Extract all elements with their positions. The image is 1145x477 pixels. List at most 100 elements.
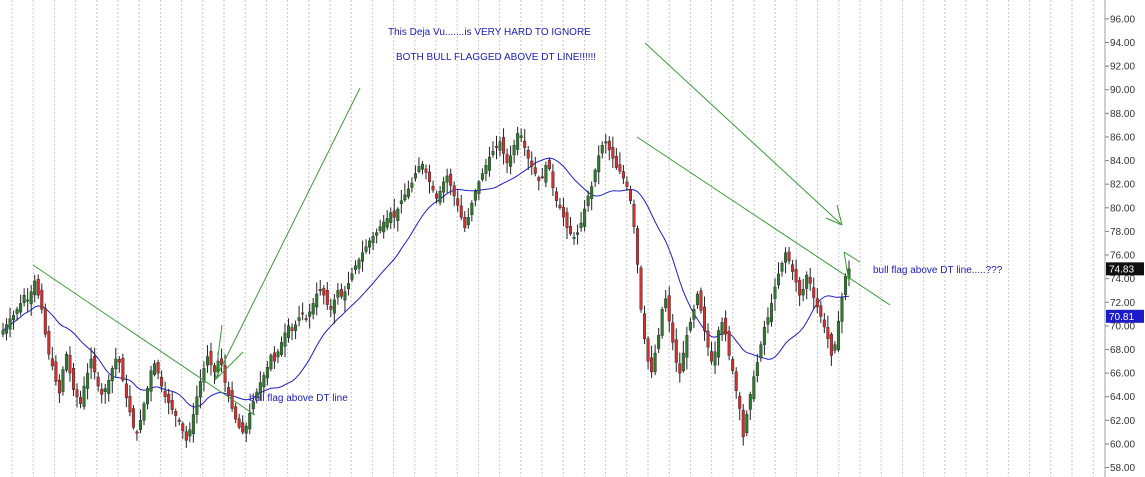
candle [33, 274, 37, 303]
candle-body [177, 419, 181, 422]
candle [561, 197, 565, 227]
candle-body [195, 396, 199, 415]
candle-body [667, 295, 671, 322]
candle-body [438, 191, 442, 203]
candle [93, 347, 97, 380]
candle [392, 198, 396, 229]
candle [431, 180, 435, 193]
candle-body [255, 391, 259, 399]
candle [618, 152, 622, 175]
candle-body [523, 140, 527, 148]
candle [473, 188, 477, 207]
candle-body [146, 388, 150, 405]
tick-label: 74.00 [1110, 274, 1135, 285]
candle-body [720, 322, 724, 335]
candle-body [128, 395, 132, 413]
candle-body [227, 387, 231, 396]
candle-body [93, 356, 97, 373]
candle [766, 307, 770, 334]
tick-label: 96.00 [1110, 14, 1135, 25]
candle-body [40, 289, 44, 310]
candle-body [258, 382, 262, 394]
candle [713, 341, 717, 375]
candle [484, 158, 488, 182]
candle-body [759, 344, 763, 359]
candle-body [283, 332, 287, 347]
candle-body [403, 194, 407, 201]
candle-body [547, 159, 551, 170]
candle [212, 362, 216, 385]
candle-body [346, 283, 350, 290]
candle [378, 219, 382, 234]
candle-body [160, 377, 164, 387]
candle-body [583, 208, 587, 227]
last-price-label-bg [1106, 262, 1144, 276]
candle-body [188, 429, 192, 437]
candle-body [110, 368, 114, 382]
candle-body [22, 294, 26, 303]
candle-body [100, 388, 104, 395]
candle-body [628, 189, 632, 201]
candle [576, 224, 580, 245]
candle [442, 176, 446, 203]
candle [364, 239, 368, 254]
candle [523, 128, 527, 156]
candle-body [75, 389, 79, 397]
candle-body [396, 208, 400, 221]
candle [614, 148, 618, 170]
candle [685, 326, 689, 370]
candle [607, 136, 611, 161]
candle [784, 247, 788, 274]
candle [382, 215, 386, 239]
candle [727, 325, 731, 361]
candle [1, 322, 5, 338]
moving-average-line [2, 157, 850, 408]
candle [688, 317, 692, 333]
candle [583, 200, 587, 232]
candle [403, 183, 407, 202]
candle [769, 293, 773, 327]
candle [131, 404, 135, 430]
candle [438, 186, 442, 206]
candle-body [428, 171, 432, 183]
candle [79, 390, 83, 409]
candle [350, 267, 354, 283]
candle-body [290, 327, 294, 331]
candle [724, 310, 728, 342]
candle [540, 168, 544, 179]
candle [674, 328, 678, 372]
candle [149, 365, 153, 402]
candle [237, 413, 241, 430]
candle-body [530, 160, 534, 167]
candle-body [727, 331, 731, 356]
candle [420, 161, 424, 175]
candle [287, 318, 291, 343]
trendline [214, 351, 244, 381]
candle [385, 210, 389, 231]
candle [248, 403, 252, 435]
candle [632, 199, 636, 234]
candle-body [579, 222, 583, 228]
candle-body [808, 277, 812, 284]
candle-body [29, 291, 33, 305]
candle [572, 232, 576, 245]
candle-body [50, 358, 54, 367]
candle-body [787, 251, 791, 262]
candle-body [678, 363, 682, 374]
candle [174, 408, 178, 427]
candle [262, 371, 266, 394]
candle-body [343, 291, 347, 301]
candle-body [413, 173, 417, 179]
candle [692, 304, 696, 329]
candle-body [600, 145, 604, 154]
tick-label: 84.00 [1110, 156, 1135, 167]
candle [798, 276, 802, 307]
candle-body [269, 355, 273, 370]
candle [544, 161, 548, 188]
candle-body [64, 354, 68, 371]
candle [318, 279, 322, 296]
candle-body [734, 371, 738, 392]
trendline [825, 217, 843, 226]
candle [498, 136, 502, 157]
candle [639, 265, 643, 313]
